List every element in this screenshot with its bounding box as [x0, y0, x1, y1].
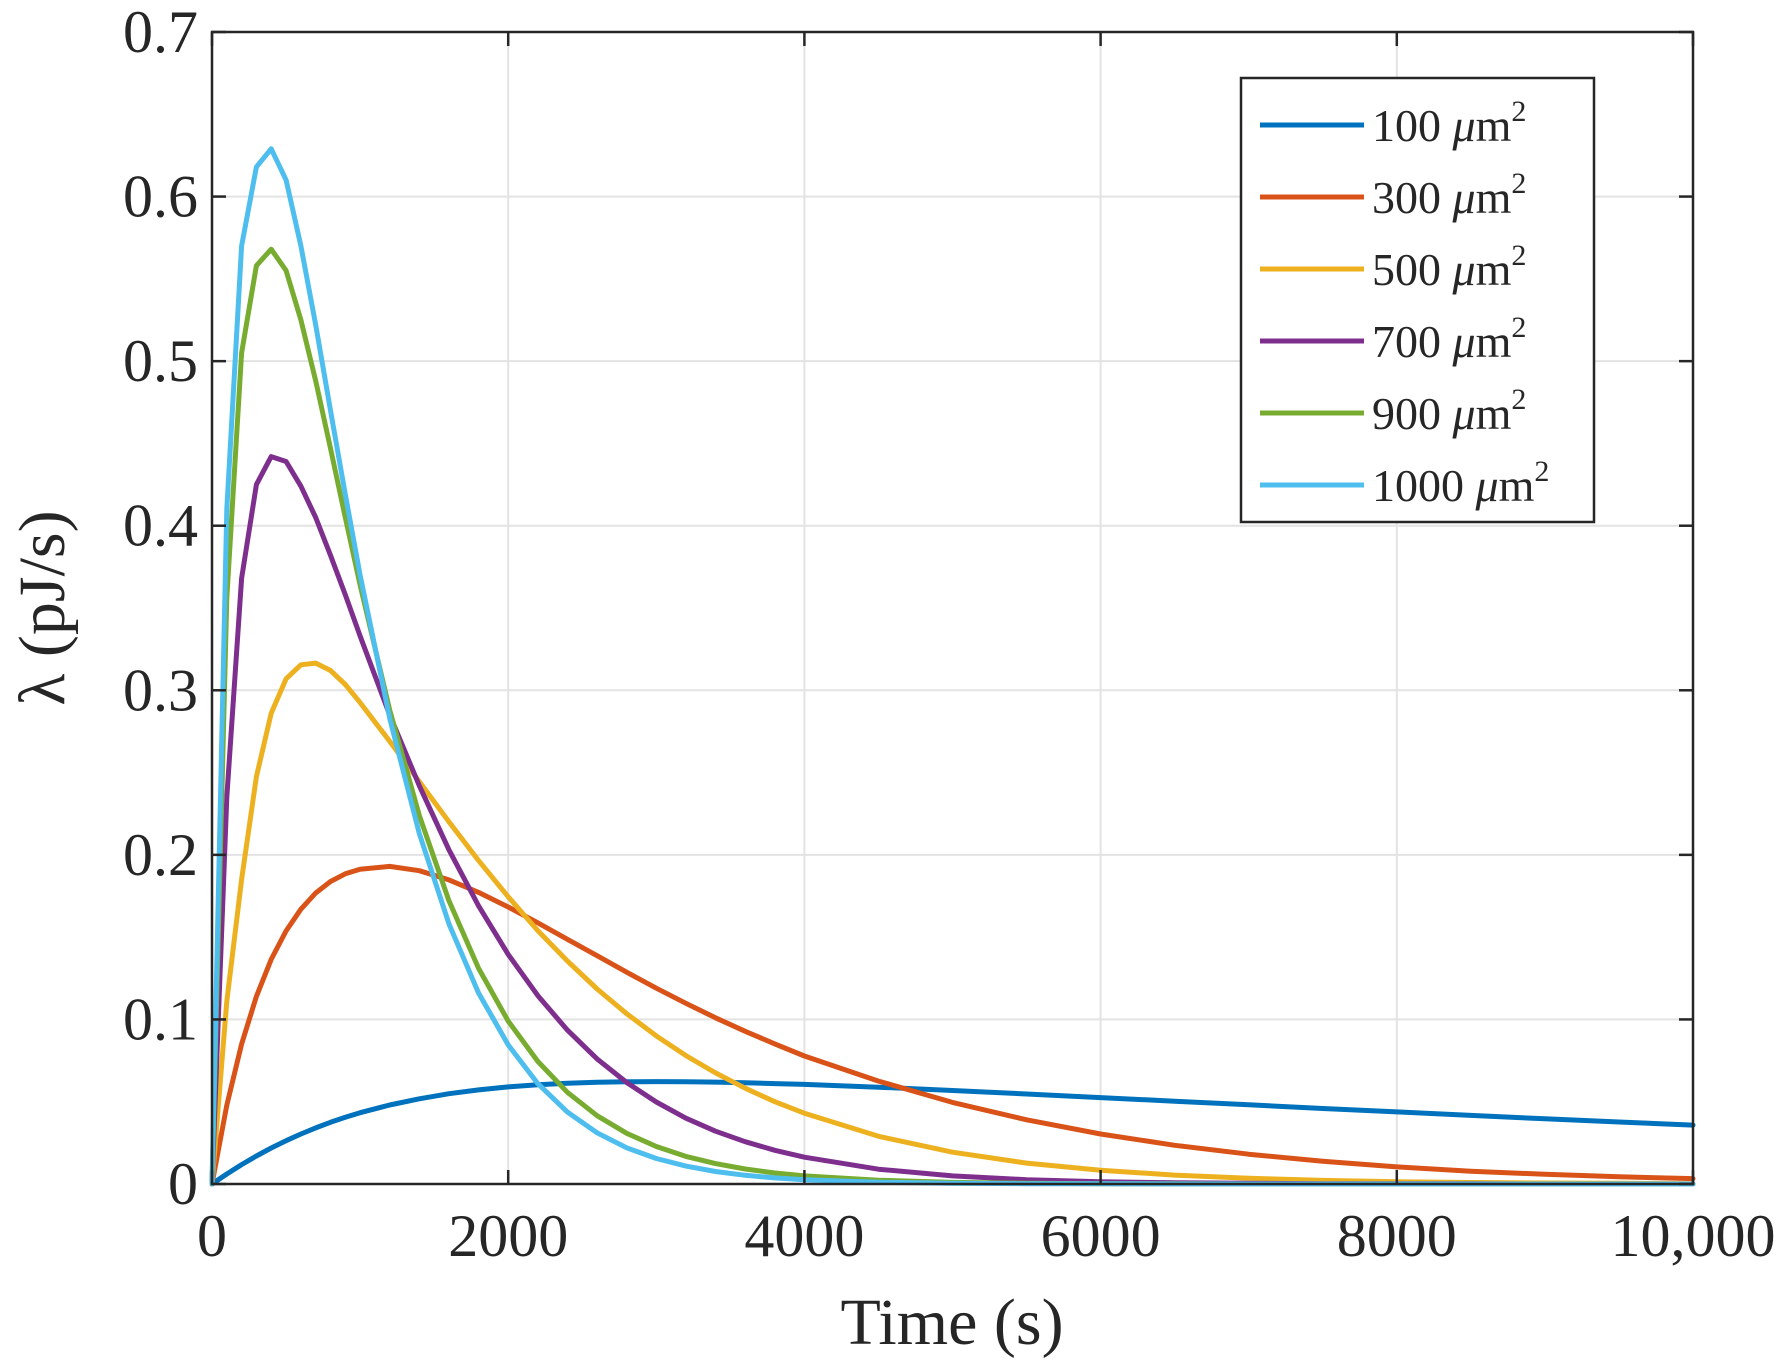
y-axis-title: λ (pJ/s)	[6, 510, 79, 705]
legend: 100 μm2 300 μm2 500 μm2 700 μm2 900 μm2 1000 …	[1239, 76, 1596, 524]
legend-label-1000: 1000 μm2	[1372, 455, 1549, 511]
y-tick-label: 0.7	[123, 0, 198, 65]
series-line-100	[209, 1079, 1696, 1187]
x-axis-title: Time (s)	[840, 1286, 1063, 1359]
x-tick-label: 2000	[448, 1203, 568, 1269]
y-tick-label: 0	[168, 1151, 198, 1217]
legend-label-500: 500 μm2	[1372, 239, 1526, 295]
axis-ticks: 0 2000 4000 6000 8000 10,000 0 0.1 0.2 0.3 0.4 0.5 0…	[123, 0, 1776, 1269]
legend-label-700: 700 μm2	[1372, 311, 1526, 367]
legend-label-900: 900 μm2	[1372, 383, 1526, 439]
x-tick-label: 8000	[1337, 1203, 1457, 1269]
x-tick-label: 10,000	[1611, 1203, 1776, 1269]
y-tick-label: 0.5	[123, 328, 198, 394]
x-tick-label: 6000	[1041, 1203, 1161, 1269]
series-line-300	[209, 863, 1696, 1187]
legend-box	[1239, 76, 1596, 524]
x-tick-label: 0	[197, 1203, 227, 1269]
series-line-500	[209, 660, 1696, 1187]
y-tick-label: 0.3	[123, 657, 198, 723]
y-tick-label: 0.6	[123, 164, 198, 230]
y-tick-label: 0.4	[123, 493, 198, 559]
x-tick-label: 4000	[744, 1203, 864, 1269]
legend-label-100: 100 μm2	[1372, 95, 1526, 151]
y-tick-label: 0.1	[123, 986, 198, 1052]
legend-label-300: 300 μm2	[1372, 167, 1526, 223]
plot-frame	[210, 30, 1695, 1186]
y-tick-label: 0.2	[123, 822, 198, 888]
